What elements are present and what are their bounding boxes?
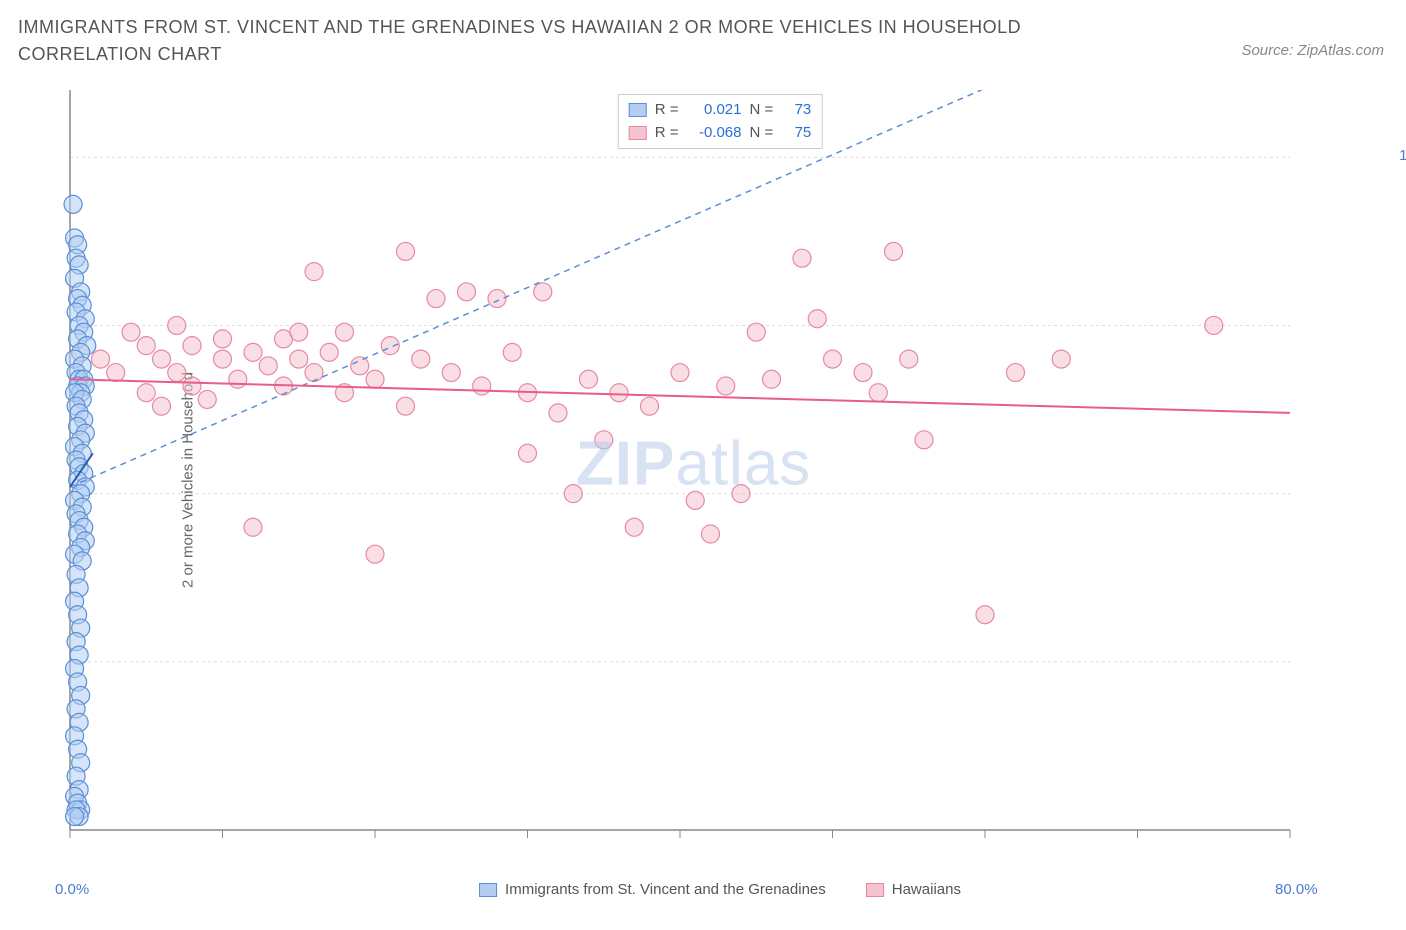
scatter-chart-svg	[60, 90, 1380, 870]
chart-title: IMMIGRANTS FROM ST. VINCENT AND THE GREN…	[18, 14, 1118, 68]
y-tick-label: 100.0%	[1399, 147, 1406, 164]
n-value: 73	[781, 99, 811, 122]
swatch-series-1	[479, 883, 497, 897]
r-value: -0.068	[687, 122, 742, 145]
stats-legend-box: R = 0.021 N = 73 R = -0.068 N = 75	[618, 94, 823, 149]
stats-row: R = -0.068 N = 75	[629, 122, 812, 145]
r-label: R =	[655, 122, 679, 145]
legend-item: Hawaiians	[866, 881, 961, 898]
swatch-series-2	[866, 883, 884, 897]
n-label: N =	[750, 122, 774, 145]
legend-label: Hawaiians	[892, 881, 961, 898]
r-label: R =	[655, 99, 679, 122]
bottom-legend: Immigrants from St. Vincent and the Gren…	[479, 881, 961, 898]
n-value: 75	[781, 122, 811, 145]
x-tick-label: 80.0%	[1275, 881, 1318, 898]
stats-row: R = 0.021 N = 73	[629, 99, 812, 122]
chart-area: 2 or more Vehicles in Household ZIPatlas…	[60, 90, 1380, 870]
r-value: 0.021	[687, 99, 742, 122]
legend-label: Immigrants from St. Vincent and the Gren…	[505, 881, 826, 898]
x-tick-label: 0.0%	[55, 881, 89, 898]
swatch-series-2	[629, 126, 647, 140]
source-attribution: Source: ZipAtlas.com	[1241, 42, 1384, 59]
legend-item: Immigrants from St. Vincent and the Gren…	[479, 881, 826, 898]
swatch-series-1	[629, 103, 647, 117]
n-label: N =	[750, 99, 774, 122]
